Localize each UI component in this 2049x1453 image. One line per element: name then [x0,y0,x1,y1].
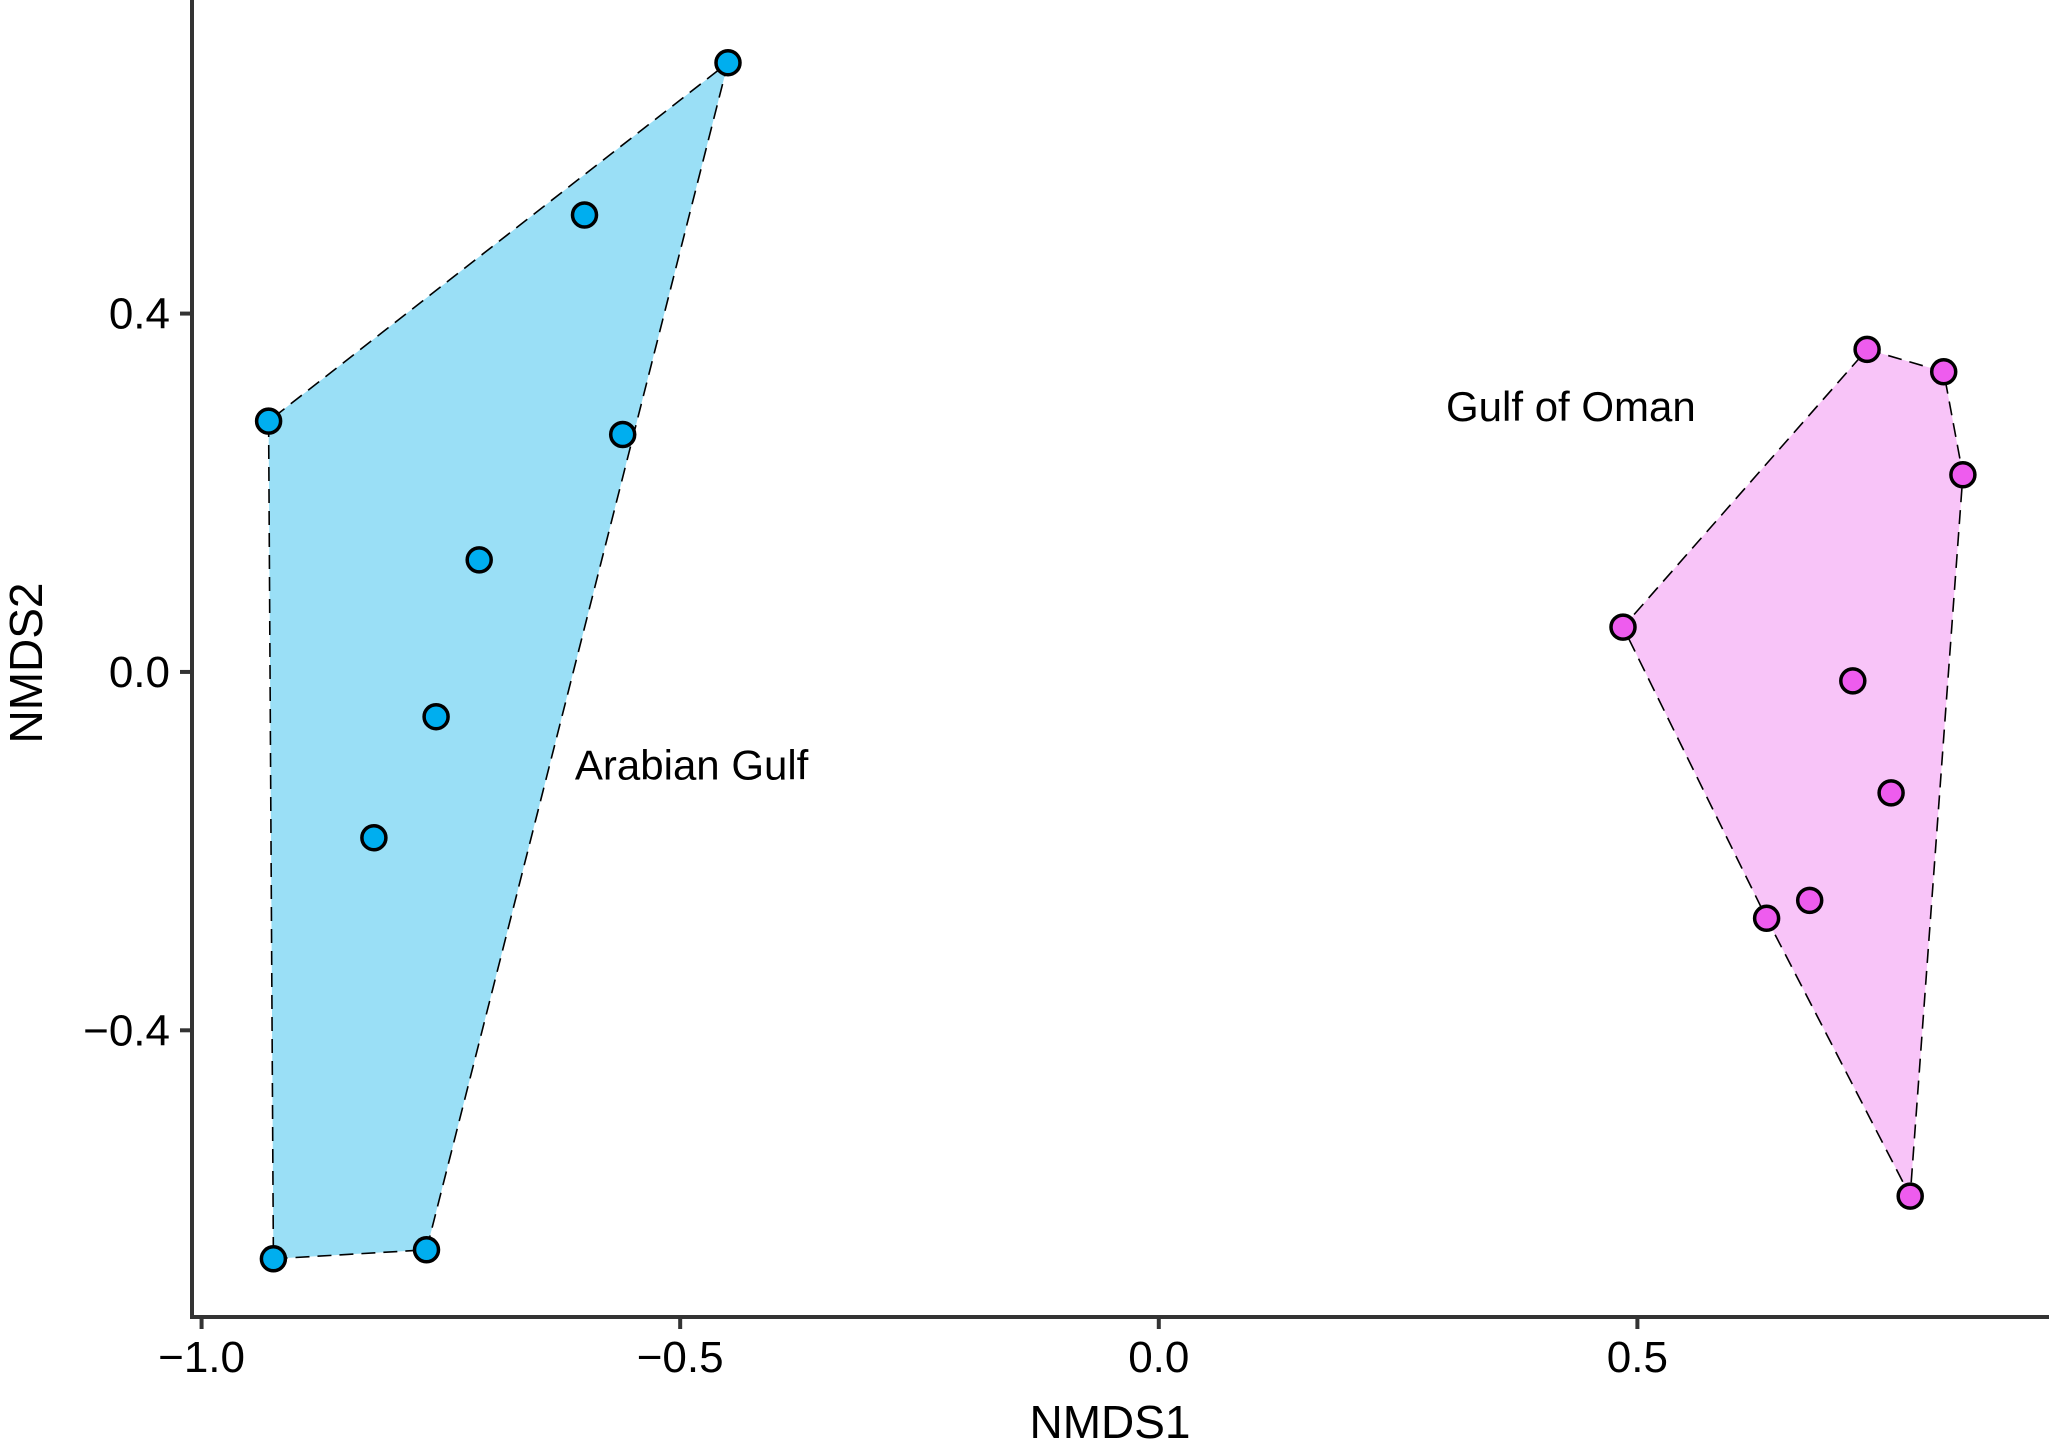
x-ticks: −1.0 −0.5 0.0 0.5 [158,1317,1668,1382]
axes [190,0,2049,1319]
hull-layer [267,60,1964,1260]
point-gulf-of-oman-2 [1929,358,1958,386]
point-gulf-of-oman-3 [1949,461,1977,489]
x-tick-label: 0.5 [1607,1333,1668,1382]
y-ticks: −0.4 0.0 0.4 [83,290,192,1055]
group-label-arabian-gulf: Arabian Gulf [575,741,809,788]
point-gulf-of-oman-6 [1877,779,1905,807]
hull-gulf-of-oman [1622,348,1964,1199]
point-gulf-of-oman-4 [1609,613,1637,641]
point-gulf-of-oman-7 [1795,886,1824,915]
point-arabian-gulf-3 [254,407,283,435]
point-arabian-gulf-5 [465,546,493,574]
x-axis-title: NMDS1 [1029,1396,1190,1448]
group-label-layer: Arabian Gulf Gulf of Oman [575,383,1696,788]
y-tick-label: −0.4 [83,1006,170,1055]
group-label-gulf-of-oman: Gulf of Oman [1446,383,1696,430]
point-arabian-gulf-9 [259,1245,288,1273]
y-tick-label: 0.0 [109,648,170,697]
point-arabian-gulf-7 [360,823,388,852]
point-arabian-gulf-1 [714,48,742,77]
point-gulf-of-oman-8 [1752,904,1781,933]
point-layer [254,48,1977,1273]
point-arabian-gulf-2 [570,201,599,229]
point-gulf-of-oman-1 [1853,335,1881,364]
y-tick-label: 0.4 [109,290,170,339]
y-axis-title: NMDS2 [0,582,52,743]
x-tick-label: −0.5 [637,1333,724,1382]
point-arabian-gulf-6 [422,702,450,731]
point-arabian-gulf-8 [412,1236,441,1264]
point-gulf-of-oman-5 [1839,667,1867,695]
point-arabian-gulf-4 [608,420,637,449]
point-gulf-of-oman-9 [1896,1182,1924,1210]
x-tick-label: −1.0 [158,1333,245,1382]
hull-arabian-gulf [267,60,730,1260]
x-tick-label: 0.0 [1128,1333,1189,1382]
